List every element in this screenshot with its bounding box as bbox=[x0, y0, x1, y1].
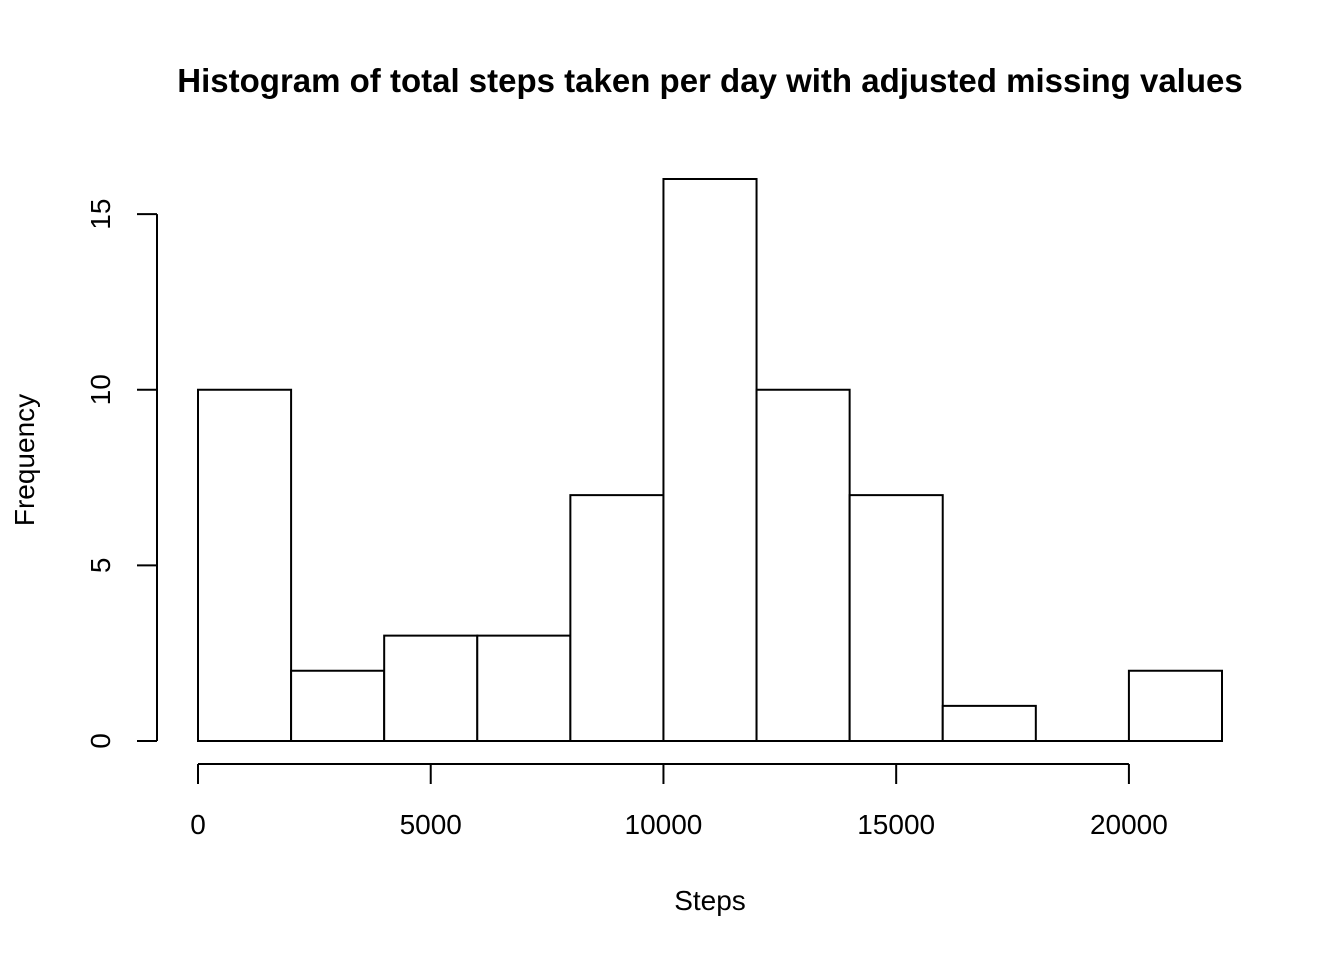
y-axis-label: Frequency bbox=[9, 394, 40, 526]
x-tick-label: 15000 bbox=[857, 809, 935, 840]
histogram-bar bbox=[569, 494, 665, 742]
x-tick-label: 0 bbox=[190, 809, 206, 840]
histogram-bar bbox=[662, 178, 758, 742]
histogram-bar bbox=[290, 669, 386, 742]
chart-title: Histogram of total steps taken per day w… bbox=[177, 62, 1242, 99]
histogram-bar bbox=[476, 634, 572, 742]
x-axis: 0 5000 10000 15000 20000 bbox=[190, 763, 1168, 840]
histogram-bar bbox=[755, 388, 851, 742]
y-tick-label: 0 bbox=[85, 733, 116, 749]
y-axis: 0 5 10 15 bbox=[85, 199, 158, 749]
x-tick-label: 20000 bbox=[1090, 809, 1168, 840]
x-axis-label: Steps bbox=[674, 885, 746, 916]
y-tick-label: 5 bbox=[85, 558, 116, 574]
histogram-bar bbox=[1127, 669, 1223, 742]
y-tick-label: 15 bbox=[85, 199, 116, 230]
x-tick-label: 10000 bbox=[625, 809, 703, 840]
bars-group bbox=[197, 178, 1223, 742]
histogram-bar bbox=[941, 704, 1037, 742]
y-tick-label: 10 bbox=[85, 374, 116, 405]
histogram-bar bbox=[383, 634, 479, 742]
x-tick-label: 5000 bbox=[400, 809, 462, 840]
histogram-bar bbox=[197, 388, 293, 742]
histogram-bar bbox=[848, 494, 944, 742]
